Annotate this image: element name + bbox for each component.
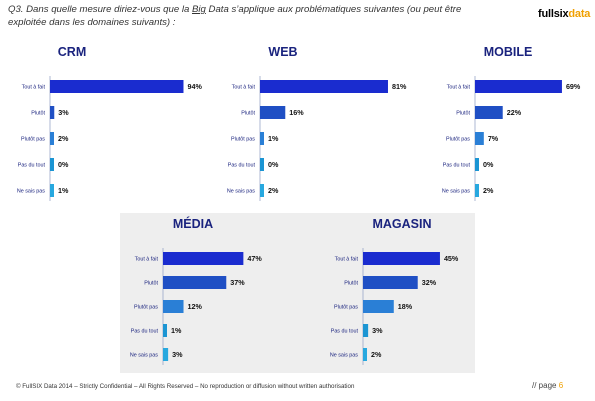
value-label: 0%	[268, 160, 279, 169]
value-label: 12%	[188, 302, 203, 311]
value-label: 0%	[58, 160, 69, 169]
bar	[475, 132, 484, 145]
value-label: 2%	[58, 134, 69, 143]
page-number-value: 6	[558, 381, 564, 390]
value-label: 69%	[566, 82, 581, 91]
bar	[475, 106, 503, 119]
bar	[363, 300, 394, 313]
logo-part2: data	[568, 8, 591, 20]
chart-panel: CRM Tout à fait 94% Plutôt 3% Plutôt pas 2% Pas…	[17, 45, 202, 201]
lower-panel-background	[120, 213, 475, 373]
value-label: 1%	[268, 134, 279, 143]
category-label: Pas du tout	[443, 163, 471, 169]
value-label: 94%	[187, 82, 202, 91]
question-underlined: Big	[191, 4, 206, 15]
bar	[363, 252, 440, 265]
category-label: Pas du tout	[131, 329, 159, 335]
value-label: 47%	[247, 254, 262, 263]
value-label: 81%	[392, 82, 407, 91]
question-prefix: Q3. Dans quelle mesure diriez-vous que l…	[8, 4, 192, 15]
bar	[163, 300, 184, 313]
category-label: Pas du tout	[331, 329, 359, 335]
category-label: Pas du tout	[18, 163, 46, 169]
value-label: 16%	[289, 108, 304, 117]
bar	[50, 184, 54, 197]
question-text: Q3. Dans quelle mesure diriez-vous que l…	[8, 4, 478, 29]
question-suffix: Data s’applique aux problématiques suiva…	[8, 4, 462, 28]
category-label: Plutôt pas	[21, 137, 45, 143]
value-label: 3%	[58, 108, 69, 117]
category-label: Plutôt	[31, 111, 45, 117]
value-label: 0%	[483, 160, 494, 169]
value-label: 3%	[372, 326, 383, 335]
value-label: 3%	[172, 350, 183, 359]
category-label: Ne sais pas	[130, 353, 158, 359]
chart-panel: MAGASIN Tout à fait 45% Plutôt 32% Plutôt pas…	[330, 217, 459, 365]
bar	[163, 348, 169, 361]
page-number: // page 6	[532, 381, 563, 390]
chart-panel: WEB Tout à fait 81% Plutôt 16% Plutôt pas 1% Pa…	[227, 45, 407, 201]
value-label: 7%	[488, 134, 499, 143]
chart-title: WEB	[268, 45, 297, 59]
category-label: Ne sais pas	[442, 189, 470, 195]
value-label: 1%	[171, 326, 182, 335]
bar	[50, 158, 54, 171]
category-label: Tout à fait	[447, 85, 471, 91]
logo-part1: fullsix	[538, 8, 569, 20]
value-label: 2%	[371, 350, 382, 359]
bar	[475, 80, 562, 93]
bar	[363, 276, 418, 289]
value-label: 18%	[398, 302, 413, 311]
category-label: Plutôt	[144, 281, 158, 287]
value-label: 32%	[422, 278, 437, 287]
category-label: Pas du tout	[228, 163, 256, 169]
footer-copyright: © FullSIX Data 2014 – Strictly Confident…	[16, 383, 355, 390]
category-label: Tout à fait	[135, 257, 159, 263]
category-label: Tout à fait	[232, 85, 256, 91]
bar	[260, 158, 264, 171]
value-label: 2%	[483, 186, 494, 195]
bar	[475, 184, 479, 197]
category-label: Tout à fait	[335, 257, 359, 263]
bar	[163, 324, 167, 337]
category-label: Tout à fait	[22, 85, 46, 91]
category-label: Plutôt	[241, 111, 255, 117]
bar	[50, 80, 184, 93]
fullsix-data-logo: fullsixdata	[538, 8, 590, 20]
value-label: 45%	[444, 254, 459, 263]
category-label: Ne sais pas	[227, 189, 255, 195]
chart-panel: MÉDIA Tout à fait 47% Plutôt 37% Plutôt pas 12…	[130, 216, 262, 365]
chart-title: MÉDIA	[173, 216, 213, 231]
page-prefix: // page	[532, 381, 559, 390]
category-label: Ne sais pas	[17, 189, 45, 195]
bar	[260, 80, 388, 93]
category-label: Plutôt pas	[334, 305, 358, 311]
category-label: Plutôt	[344, 281, 358, 287]
chart-panel: MOBILE Tout à fait 69% Plutôt 22% Plutôt pas 7…	[442, 45, 581, 201]
category-label: Ne sais pas	[330, 353, 358, 359]
bar	[260, 106, 286, 119]
bar	[50, 106, 55, 119]
value-label: 2%	[268, 186, 279, 195]
category-label: Plutôt pas	[231, 137, 255, 143]
bar	[363, 348, 367, 361]
chart-title: MOBILE	[484, 45, 533, 59]
value-label: 37%	[230, 278, 245, 287]
chart-title: CRM	[58, 45, 86, 59]
category-label: Plutôt pas	[134, 305, 158, 311]
bar	[260, 132, 264, 145]
bar	[475, 158, 479, 171]
value-label: 1%	[58, 186, 69, 195]
bar	[50, 132, 54, 145]
category-label: Plutôt pas	[446, 137, 470, 143]
bar	[163, 276, 227, 289]
bar	[260, 184, 264, 197]
category-label: Plutôt	[456, 111, 470, 117]
bar	[363, 324, 369, 337]
chart-title: MAGASIN	[372, 217, 431, 231]
value-label: 22%	[507, 108, 522, 117]
bar	[163, 252, 244, 265]
